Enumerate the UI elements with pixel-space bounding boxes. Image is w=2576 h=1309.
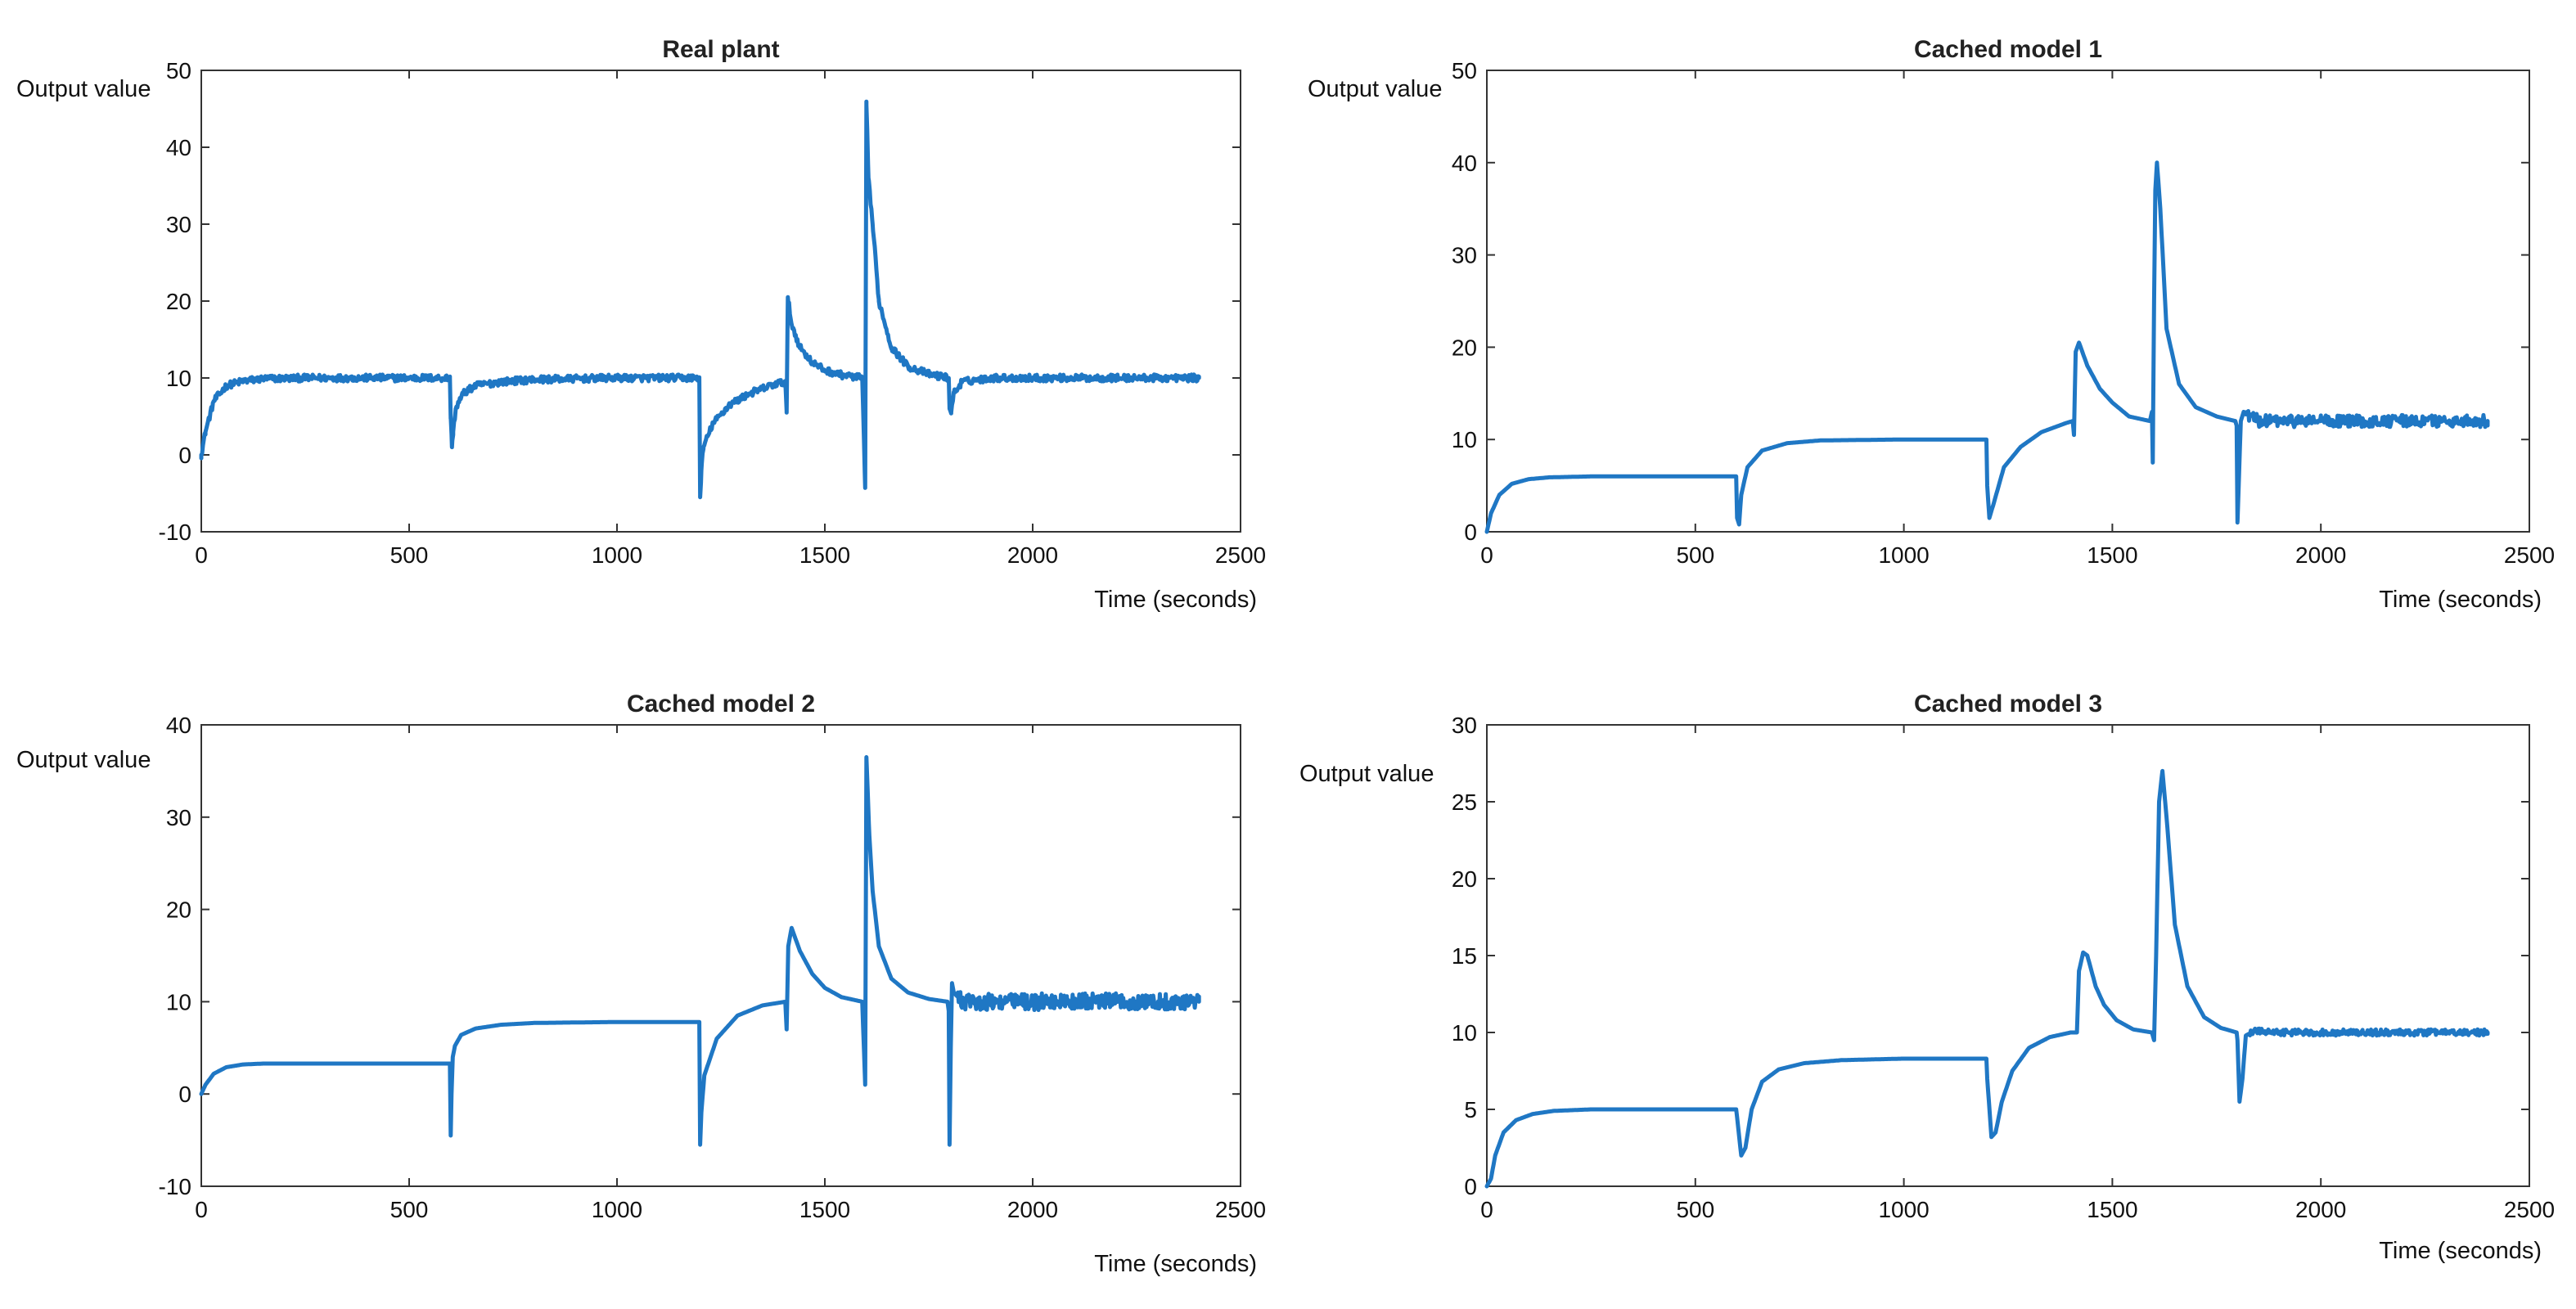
x-tick-label: 1500 xyxy=(2087,1197,2137,1222)
y-tick-label: 30 xyxy=(1452,713,1477,738)
y-tick-label: 40 xyxy=(166,135,191,160)
y-tick-label: 10 xyxy=(1452,427,1477,452)
x-axis-label: Time (seconds) xyxy=(2379,587,2542,613)
y-tick-label: 30 xyxy=(1452,243,1477,268)
x-axis: 0 500 1000 1500 2000 2500 xyxy=(1480,725,2555,1222)
chart-title: Cached model 3 xyxy=(1914,690,2102,717)
y-tick-label: -10 xyxy=(159,520,191,545)
x-tick-label: 0 xyxy=(1480,542,1493,568)
plot-area xyxy=(1486,724,2530,1187)
x-tick-label: 500 xyxy=(1676,542,1714,568)
y-tick-label: 40 xyxy=(166,713,191,738)
x-tick-label: 1000 xyxy=(1878,1197,1929,1222)
y-tick-label: 50 xyxy=(1452,58,1477,83)
y-tick-label: 20 xyxy=(1452,866,1477,892)
x-tick-label: 2500 xyxy=(1215,542,1266,568)
series-line xyxy=(199,755,1201,1147)
y-tick-label: 5 xyxy=(1464,1097,1477,1122)
x-tick-label: 500 xyxy=(390,542,429,568)
x-tick-label: 0 xyxy=(1480,1197,1493,1222)
y-tick-label: 50 xyxy=(166,58,191,83)
y-tick-label: 30 xyxy=(166,212,191,237)
chart-title: Cached model 2 xyxy=(627,690,815,717)
x-tick-label: 1000 xyxy=(592,542,642,568)
y-axis: 0 10 20 30 40 50 xyxy=(1452,58,2529,545)
y-axis-label: Output value xyxy=(16,76,151,102)
series-line xyxy=(199,99,1201,500)
x-tick-label: 1000 xyxy=(1878,542,1929,568)
x-tick-label: 2000 xyxy=(1007,542,1058,568)
y-tick-label: -10 xyxy=(159,1174,191,1199)
y-tick-label: 10 xyxy=(166,989,191,1014)
y-tick-label: 40 xyxy=(1452,151,1477,176)
series-line xyxy=(1484,160,2490,534)
chart-title: Cached model 1 xyxy=(1914,36,2102,63)
y-tick-label: 30 xyxy=(166,805,191,830)
y-tick-label: 0 xyxy=(178,443,191,468)
x-tick-label: 2000 xyxy=(2295,1197,2346,1222)
x-tick-label: 2500 xyxy=(1215,1197,1266,1222)
x-axis-label: Time (seconds) xyxy=(2379,1238,2542,1264)
y-tick-label: 0 xyxy=(1464,520,1477,545)
x-tick-label: 2000 xyxy=(2295,542,2346,568)
x-tick-label: 0 xyxy=(195,1197,208,1222)
y-axis-label: Output value xyxy=(1308,76,1442,102)
x-axis-label: Time (seconds) xyxy=(1094,587,1257,613)
y-tick-label: 25 xyxy=(1452,789,1477,815)
y-tick-label: 0 xyxy=(1464,1174,1477,1199)
chart-title: Real plant xyxy=(662,36,779,63)
y-tick-label: 15 xyxy=(1452,943,1477,969)
x-tick-label: 0 xyxy=(195,542,208,568)
chart-panel-cached-model-1: 0 500 1000 1500 2000 2500 0 10 20 30 40 50 Cached … xyxy=(1308,36,2555,613)
plot-area xyxy=(1486,70,2530,533)
x-tick-label: 1500 xyxy=(2087,542,2137,568)
y-tick-label: 10 xyxy=(1452,1020,1477,1046)
x-tick-label: 1500 xyxy=(799,542,850,568)
x-tick-label: 2500 xyxy=(2504,542,2555,568)
series-line xyxy=(1484,768,2490,1189)
chart-panel-cached-model-3: 0 500 1000 1500 2000 2500 0 5 10 15 20 25 30 Cached… xyxy=(1299,690,2555,1264)
plot-area xyxy=(200,70,1241,533)
x-axis: 0 500 1000 1500 2000 2500 xyxy=(1480,70,2555,568)
y-axis: -10 0 10 20 30 40 50 xyxy=(159,58,1241,545)
y-tick-label: 20 xyxy=(166,897,191,923)
y-axis: -10 0 10 20 30 40 xyxy=(159,713,1241,1199)
x-axis-label: Time (seconds) xyxy=(1094,1251,1257,1277)
x-axis: 0 500 1000 1500 2000 2500 xyxy=(195,70,1266,568)
plot-area xyxy=(200,724,1241,1187)
x-tick-label: 1500 xyxy=(799,1197,850,1222)
x-tick-label: 1000 xyxy=(592,1197,642,1222)
x-tick-label: 2000 xyxy=(1007,1197,1058,1222)
x-axis: 0 500 1000 1500 2000 2500 xyxy=(195,725,1266,1222)
y-tick-label: 20 xyxy=(1452,335,1477,360)
y-tick-label: 0 xyxy=(178,1082,191,1107)
x-tick-label: 2500 xyxy=(2504,1197,2555,1222)
x-tick-label: 500 xyxy=(1676,1197,1714,1222)
x-tick-label: 500 xyxy=(390,1197,429,1222)
y-tick-label: 20 xyxy=(166,289,191,314)
y-axis: 0 5 10 15 20 25 30 xyxy=(1452,713,2529,1199)
y-tick-label: 10 xyxy=(166,366,191,391)
y-axis-label: Output value xyxy=(1299,761,1434,787)
y-axis-label: Output value xyxy=(16,747,151,773)
